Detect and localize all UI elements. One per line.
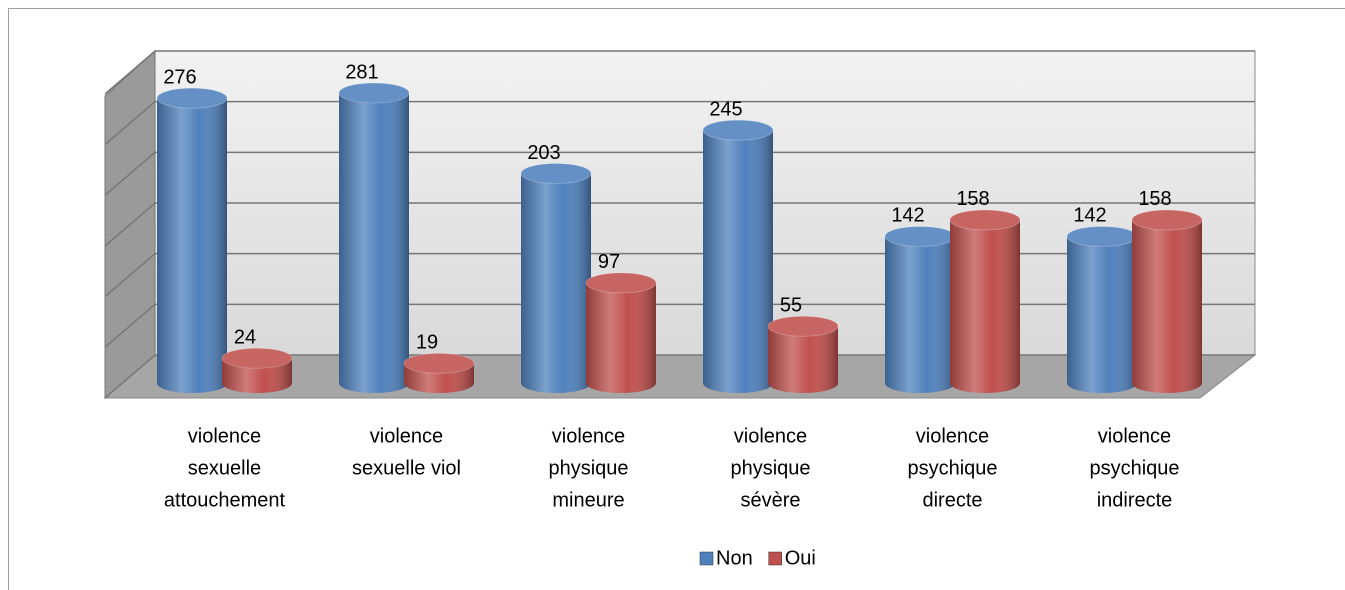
cylinder-top-shade (950, 209, 1020, 230)
legend-label: Non (716, 547, 753, 569)
cylinder-top-shade (1067, 226, 1137, 247)
marks (156, 82, 1203, 394)
cylinder-shade (950, 219, 1020, 393)
cylinder-top (403, 352, 475, 374)
cylinder-top-shade (339, 83, 409, 103)
grid (104, 50, 1255, 399)
cylinder-top (1131, 209, 1203, 231)
cylinder-shade (521, 173, 591, 393)
x-tick-label: violence (188, 425, 261, 447)
cylinder-shade (768, 326, 838, 393)
cylinder-top (221, 347, 293, 369)
x-tick-label: psychique (1089, 457, 1179, 479)
x-tick-label: violence (370, 425, 443, 447)
cylinder-top-shade (404, 353, 474, 374)
x-tick-label: violence (734, 425, 807, 447)
cylinder-shade (1132, 219, 1202, 393)
cylinder-top (156, 87, 228, 109)
cylinder-top (338, 82, 410, 104)
x-tick-label: violence (552, 425, 625, 447)
cylinder-top-shade (703, 120, 773, 141)
x-tick-label: sévère (740, 489, 800, 511)
x-tick-label: directe (922, 489, 982, 511)
grid-line (104, 202, 1255, 247)
x-tick-label: violence (916, 425, 989, 447)
cylinder-shade (885, 236, 955, 393)
cylinder-top (520, 162, 592, 184)
legend-label: Oui (785, 547, 816, 569)
cylinder-top-shade (1132, 209, 1202, 230)
x-tick-label: attouchement (164, 489, 286, 511)
cylinder-top-shade (521, 163, 591, 184)
grid-line (104, 151, 1255, 196)
value-label: 281 (345, 61, 378, 83)
cylinder-shade (222, 358, 292, 393)
value-label: 142 (1073, 205, 1106, 227)
value-label: 158 (956, 188, 989, 210)
frame (8, 8, 1345, 590)
value-label: 97 (598, 251, 620, 273)
cylinder-top-shade (885, 226, 955, 247)
value-label: 24 (234, 327, 256, 349)
cylinder-top-shade (768, 316, 838, 337)
cylinder-top-shade (157, 88, 227, 109)
legend-swatch (699, 551, 714, 566)
value-label: 158 (1138, 188, 1171, 210)
cylinder-shade (404, 363, 474, 393)
x-tick-label: mineure (552, 489, 624, 511)
cylinder-shade (586, 282, 656, 393)
cylinder-top (585, 272, 657, 294)
x-tick-label: violence (1098, 425, 1171, 447)
grid-line (104, 100, 1255, 146)
cylinder-shade (703, 130, 773, 394)
value-label: 55 (780, 295, 802, 317)
cylinder-top (767, 315, 839, 337)
grid-line (104, 50, 1255, 95)
cylinder-shade (1067, 236, 1137, 393)
x-tick-label: psychique (907, 457, 997, 479)
cylinder-shade (157, 98, 227, 393)
value-label: 203 (527, 142, 560, 164)
value-label: 19 (416, 332, 438, 354)
cylinder-shade (339, 93, 409, 393)
x-tick-label: physique (730, 457, 810, 479)
cylinder-top-shade (222, 348, 292, 369)
cylinder-top (949, 209, 1021, 231)
x-tick-label: physique (548, 457, 628, 479)
x-tick-label: sexuelle (188, 457, 261, 479)
cylinder-top-shade (586, 272, 656, 293)
x-tick-label: sexuelle viol (352, 457, 461, 479)
x-tick-label: indirecte (1097, 489, 1173, 511)
cylinder-top (702, 119, 774, 141)
value-label: 276 (163, 66, 196, 88)
value-label: 245 (709, 98, 742, 120)
value-label: 142 (891, 205, 924, 227)
legend-swatch (768, 551, 782, 566)
